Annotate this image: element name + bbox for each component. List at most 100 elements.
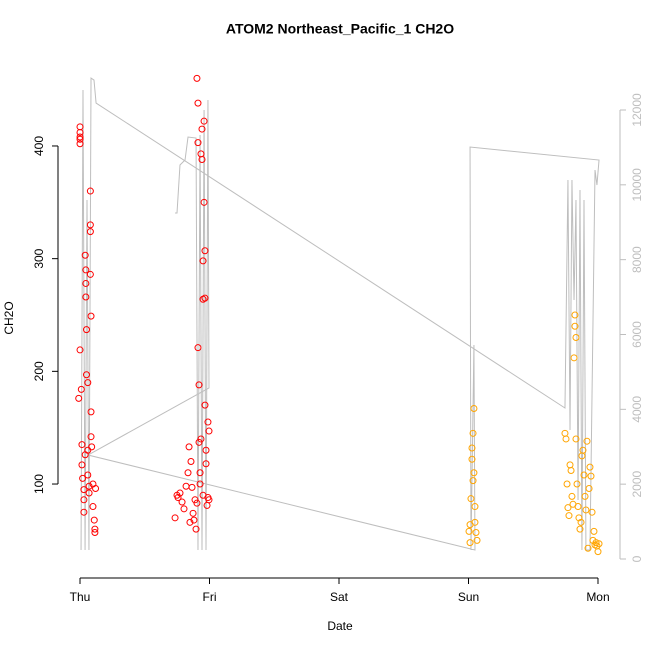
point	[469, 429, 477, 437]
point	[91, 528, 99, 536]
point	[180, 505, 188, 513]
point	[198, 125, 206, 133]
point	[76, 346, 84, 354]
point	[78, 441, 86, 449]
point	[470, 469, 478, 477]
point	[198, 155, 206, 163]
point	[86, 228, 94, 236]
point	[89, 503, 97, 511]
y2-tick-label: 0	[630, 555, 644, 562]
point	[82, 279, 90, 287]
point	[176, 489, 184, 497]
point	[582, 506, 590, 514]
point	[204, 418, 212, 426]
point	[76, 140, 84, 148]
point	[468, 444, 476, 452]
point	[82, 266, 90, 274]
point	[86, 270, 94, 278]
point	[199, 257, 207, 265]
point	[171, 514, 179, 522]
point	[571, 322, 579, 330]
point	[469, 477, 477, 485]
point	[592, 539, 600, 547]
point	[574, 503, 582, 511]
point	[87, 408, 95, 416]
point	[76, 133, 84, 141]
point	[194, 344, 202, 352]
point	[471, 503, 479, 511]
point	[193, 499, 201, 507]
point	[186, 518, 194, 526]
point	[84, 379, 92, 387]
point	[184, 469, 192, 477]
point	[195, 381, 203, 389]
point	[571, 311, 579, 319]
point	[561, 429, 569, 437]
point	[583, 437, 591, 445]
point	[197, 150, 205, 158]
x-tick-label: Thu	[70, 590, 91, 604]
point	[201, 294, 209, 302]
chart-title: ATOM2 Northeast_Pacific_1 CH2O	[226, 21, 454, 37]
point	[562, 435, 570, 443]
point	[565, 512, 573, 520]
point	[82, 293, 90, 301]
point	[566, 461, 574, 469]
point	[178, 498, 186, 506]
point	[192, 525, 200, 533]
point	[75, 394, 83, 402]
point	[588, 508, 596, 516]
point	[87, 433, 95, 441]
point	[577, 518, 585, 526]
y-tick-label: 200	[32, 361, 46, 381]
point	[563, 480, 571, 488]
point	[202, 460, 210, 468]
point	[84, 471, 92, 479]
point	[594, 548, 602, 556]
point	[201, 247, 209, 255]
point	[86, 187, 94, 195]
point	[473, 536, 481, 544]
x-tick-label: Fri	[203, 590, 217, 604]
point	[91, 525, 99, 533]
point	[191, 496, 199, 504]
point	[467, 495, 475, 503]
y-axis-label: CH2O	[2, 301, 16, 334]
point	[195, 438, 203, 446]
point	[196, 469, 204, 477]
point	[205, 496, 213, 504]
point	[80, 486, 88, 494]
point	[185, 443, 193, 451]
x-axis-label: Date	[327, 619, 353, 633]
point	[187, 457, 195, 465]
point	[573, 480, 581, 488]
point	[78, 461, 86, 469]
point	[76, 135, 84, 143]
y2-tick-label: 12000	[630, 93, 644, 127]
point	[564, 504, 572, 512]
altitude-line	[80, 77, 600, 551]
point	[203, 501, 211, 509]
point	[579, 446, 587, 454]
point	[202, 446, 210, 454]
point	[76, 128, 84, 136]
point	[76, 123, 84, 131]
point	[82, 371, 90, 379]
point	[77, 385, 85, 393]
point	[80, 496, 88, 504]
y2-tick-label: 10000	[630, 168, 644, 202]
point	[576, 525, 584, 533]
point	[194, 99, 202, 107]
point	[568, 492, 576, 500]
point	[472, 528, 480, 536]
point	[466, 539, 474, 547]
point	[572, 334, 580, 342]
y-tick-label: 300	[32, 248, 46, 268]
point	[205, 427, 213, 435]
x-tick-label: Sun	[458, 590, 479, 604]
point	[570, 354, 578, 362]
point	[86, 221, 94, 229]
point	[572, 435, 580, 443]
y-tick-label: 100	[32, 474, 46, 494]
